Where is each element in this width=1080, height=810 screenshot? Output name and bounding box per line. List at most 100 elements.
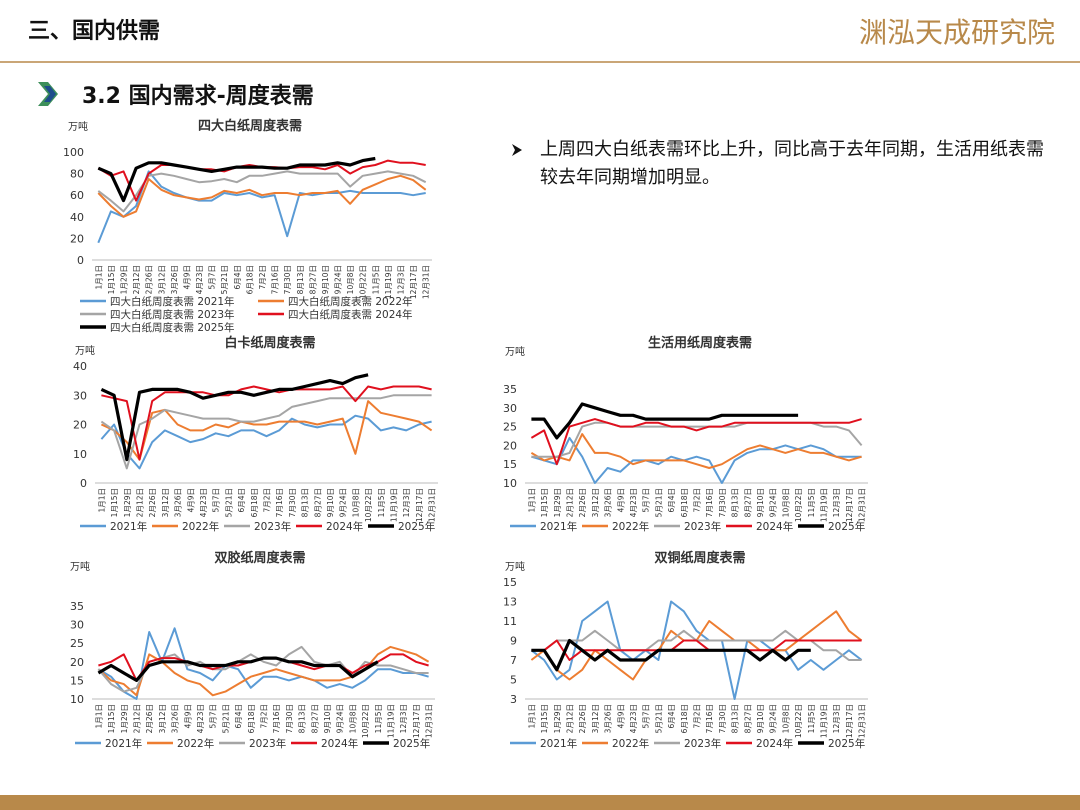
y-tick-label: 7 [510, 654, 517, 667]
y-tick-label: 35 [70, 600, 84, 613]
x-tick-label: 5月21日 [220, 265, 229, 294]
series-line [530, 418, 862, 466]
y-tick-label: 3 [510, 693, 517, 706]
x-tick-label: 3月26日 [170, 265, 179, 294]
x-tick-label: 4月9日 [186, 488, 195, 513]
x-tick-label: 3月12日 [158, 704, 167, 733]
x-tick-label: 3月12日 [591, 704, 600, 733]
x-tick-label: 10月8日 [781, 704, 790, 733]
x-tick-label: 10月22日 [364, 488, 373, 522]
y-axis-unit: 万吨 [75, 344, 95, 357]
x-tick-label: 8月27日 [743, 488, 752, 517]
legend-label: 2022年 [182, 520, 219, 533]
y-tick-label: 35 [503, 383, 517, 396]
x-tick-label: 4月23日 [196, 704, 205, 733]
y-tick-label: 25 [503, 421, 517, 434]
x-tick-label: 2月12日 [132, 704, 141, 733]
series-line [531, 436, 862, 484]
legend-label: 四大白纸周度表需 2024年 [288, 308, 413, 321]
x-tick-label: 4月23日 [629, 704, 638, 733]
y-tick-label: 9 [510, 635, 517, 648]
y-tick-label: 20 [73, 419, 87, 432]
x-tick-label: 11月19日 [384, 265, 393, 299]
x-tick-label: 7月30日 [718, 704, 727, 733]
legend-label: 2024年 [321, 737, 358, 750]
legend-label: 2023年 [254, 520, 291, 533]
y-tick-label: 10 [70, 693, 84, 706]
x-tick-label: 9月10日 [756, 704, 765, 733]
x-tick-label: 1月29日 [123, 488, 132, 517]
x-tick-label: 8月27日 [743, 704, 752, 733]
series-line [530, 610, 863, 681]
x-tick-label: 1月29日 [120, 704, 129, 733]
x-tick-label: 12月3日 [832, 704, 841, 733]
y-axis-unit: 万吨 [68, 120, 88, 133]
x-tick-label: 11月5日 [377, 488, 386, 517]
logo: 渊泓天成研究院 [859, 16, 1055, 49]
x-tick-label: 4月9日 [616, 488, 625, 513]
y-axis-unit: 万吨 [70, 560, 90, 573]
series-line [97, 170, 426, 244]
x-tick-label: 1月1日 [527, 488, 536, 513]
series-line [97, 645, 430, 697]
x-tick-label: 11月19日 [390, 488, 399, 522]
x-tick-label: 9月24日 [769, 488, 778, 517]
x-tick-label: 1月1日 [94, 704, 103, 729]
y-tick-label: 15 [503, 576, 517, 589]
x-tick-label: 9月24日 [769, 704, 778, 733]
x-tick-label: 5月7日 [212, 488, 221, 513]
x-tick-label: 6月4日 [237, 488, 246, 513]
x-tick-label: 12月17日 [409, 265, 418, 299]
x-tick-label: 2月12日 [135, 488, 144, 517]
x-tick-label: 7月30日 [288, 488, 297, 517]
y-tick-label: 15 [70, 674, 84, 687]
legend-label: 2021年 [540, 520, 577, 533]
x-tick-label: 6月18日 [245, 265, 254, 294]
x-tick-label: 7月16日 [275, 488, 284, 517]
legend-label: 2021年 [110, 520, 147, 533]
x-tick-label: 6月4日 [233, 265, 242, 290]
x-tick-label: 1月15日 [107, 704, 116, 733]
legend-label: 2021年 [105, 737, 142, 750]
x-tick-label: 1月29日 [119, 265, 128, 294]
x-tick-label: 3月12日 [161, 488, 170, 517]
legend-label: 2022年 [177, 737, 214, 750]
x-tick-label: 11月5日 [807, 488, 816, 517]
x-tick-label: 8月13日 [298, 704, 307, 733]
x-tick-label: 2月26日 [145, 704, 154, 733]
x-tick-label: 8月27日 [313, 488, 322, 517]
section-icon [44, 86, 56, 102]
bullet-icon [512, 144, 522, 156]
x-tick-label: 12月31日 [425, 704, 434, 738]
x-tick-label: 12月31日 [858, 704, 867, 738]
x-tick-label: 6月4日 [667, 488, 676, 513]
series-line [531, 421, 863, 458]
x-tick-label: 3月26日 [604, 704, 613, 733]
legend-label: 2023年 [684, 737, 721, 750]
x-tick-label: 11月5日 [807, 704, 816, 733]
x-tick-label: 6月4日 [234, 704, 243, 729]
y-tick-label: 30 [70, 619, 84, 632]
x-tick-label: 4月9日 [183, 704, 192, 729]
x-tick-label: 12月17日 [415, 488, 424, 522]
legend-label: 2023年 [249, 737, 286, 750]
x-tick-label: 1月1日 [527, 704, 536, 729]
x-tick-label: 1月29日 [553, 704, 562, 733]
y-tick-label: 10 [73, 448, 87, 461]
x-tick-label: 9月24日 [339, 488, 348, 517]
x-tick-label: 5月7日 [209, 704, 218, 729]
x-tick-label: 1月15日 [540, 704, 549, 733]
x-tick-label: 12月17日 [412, 704, 421, 738]
chart-title: 生活用纸周度表需 [648, 335, 752, 351]
legend-label: 2024年 [756, 520, 793, 533]
x-tick-label: 8月13日 [296, 265, 305, 294]
x-tick-label: 12月17日 [845, 704, 854, 738]
y-tick-label: 80 [70, 168, 84, 181]
y-tick-label: 13 [503, 596, 517, 609]
chart-title: 四大白纸周度表需 [198, 118, 302, 134]
x-tick-label: 1月15日 [110, 488, 119, 517]
x-tick-label: 8月13日 [731, 704, 740, 733]
chart-title: 白卡纸周度表需 [224, 335, 315, 351]
x-tick-label: 10月8日 [781, 488, 790, 517]
